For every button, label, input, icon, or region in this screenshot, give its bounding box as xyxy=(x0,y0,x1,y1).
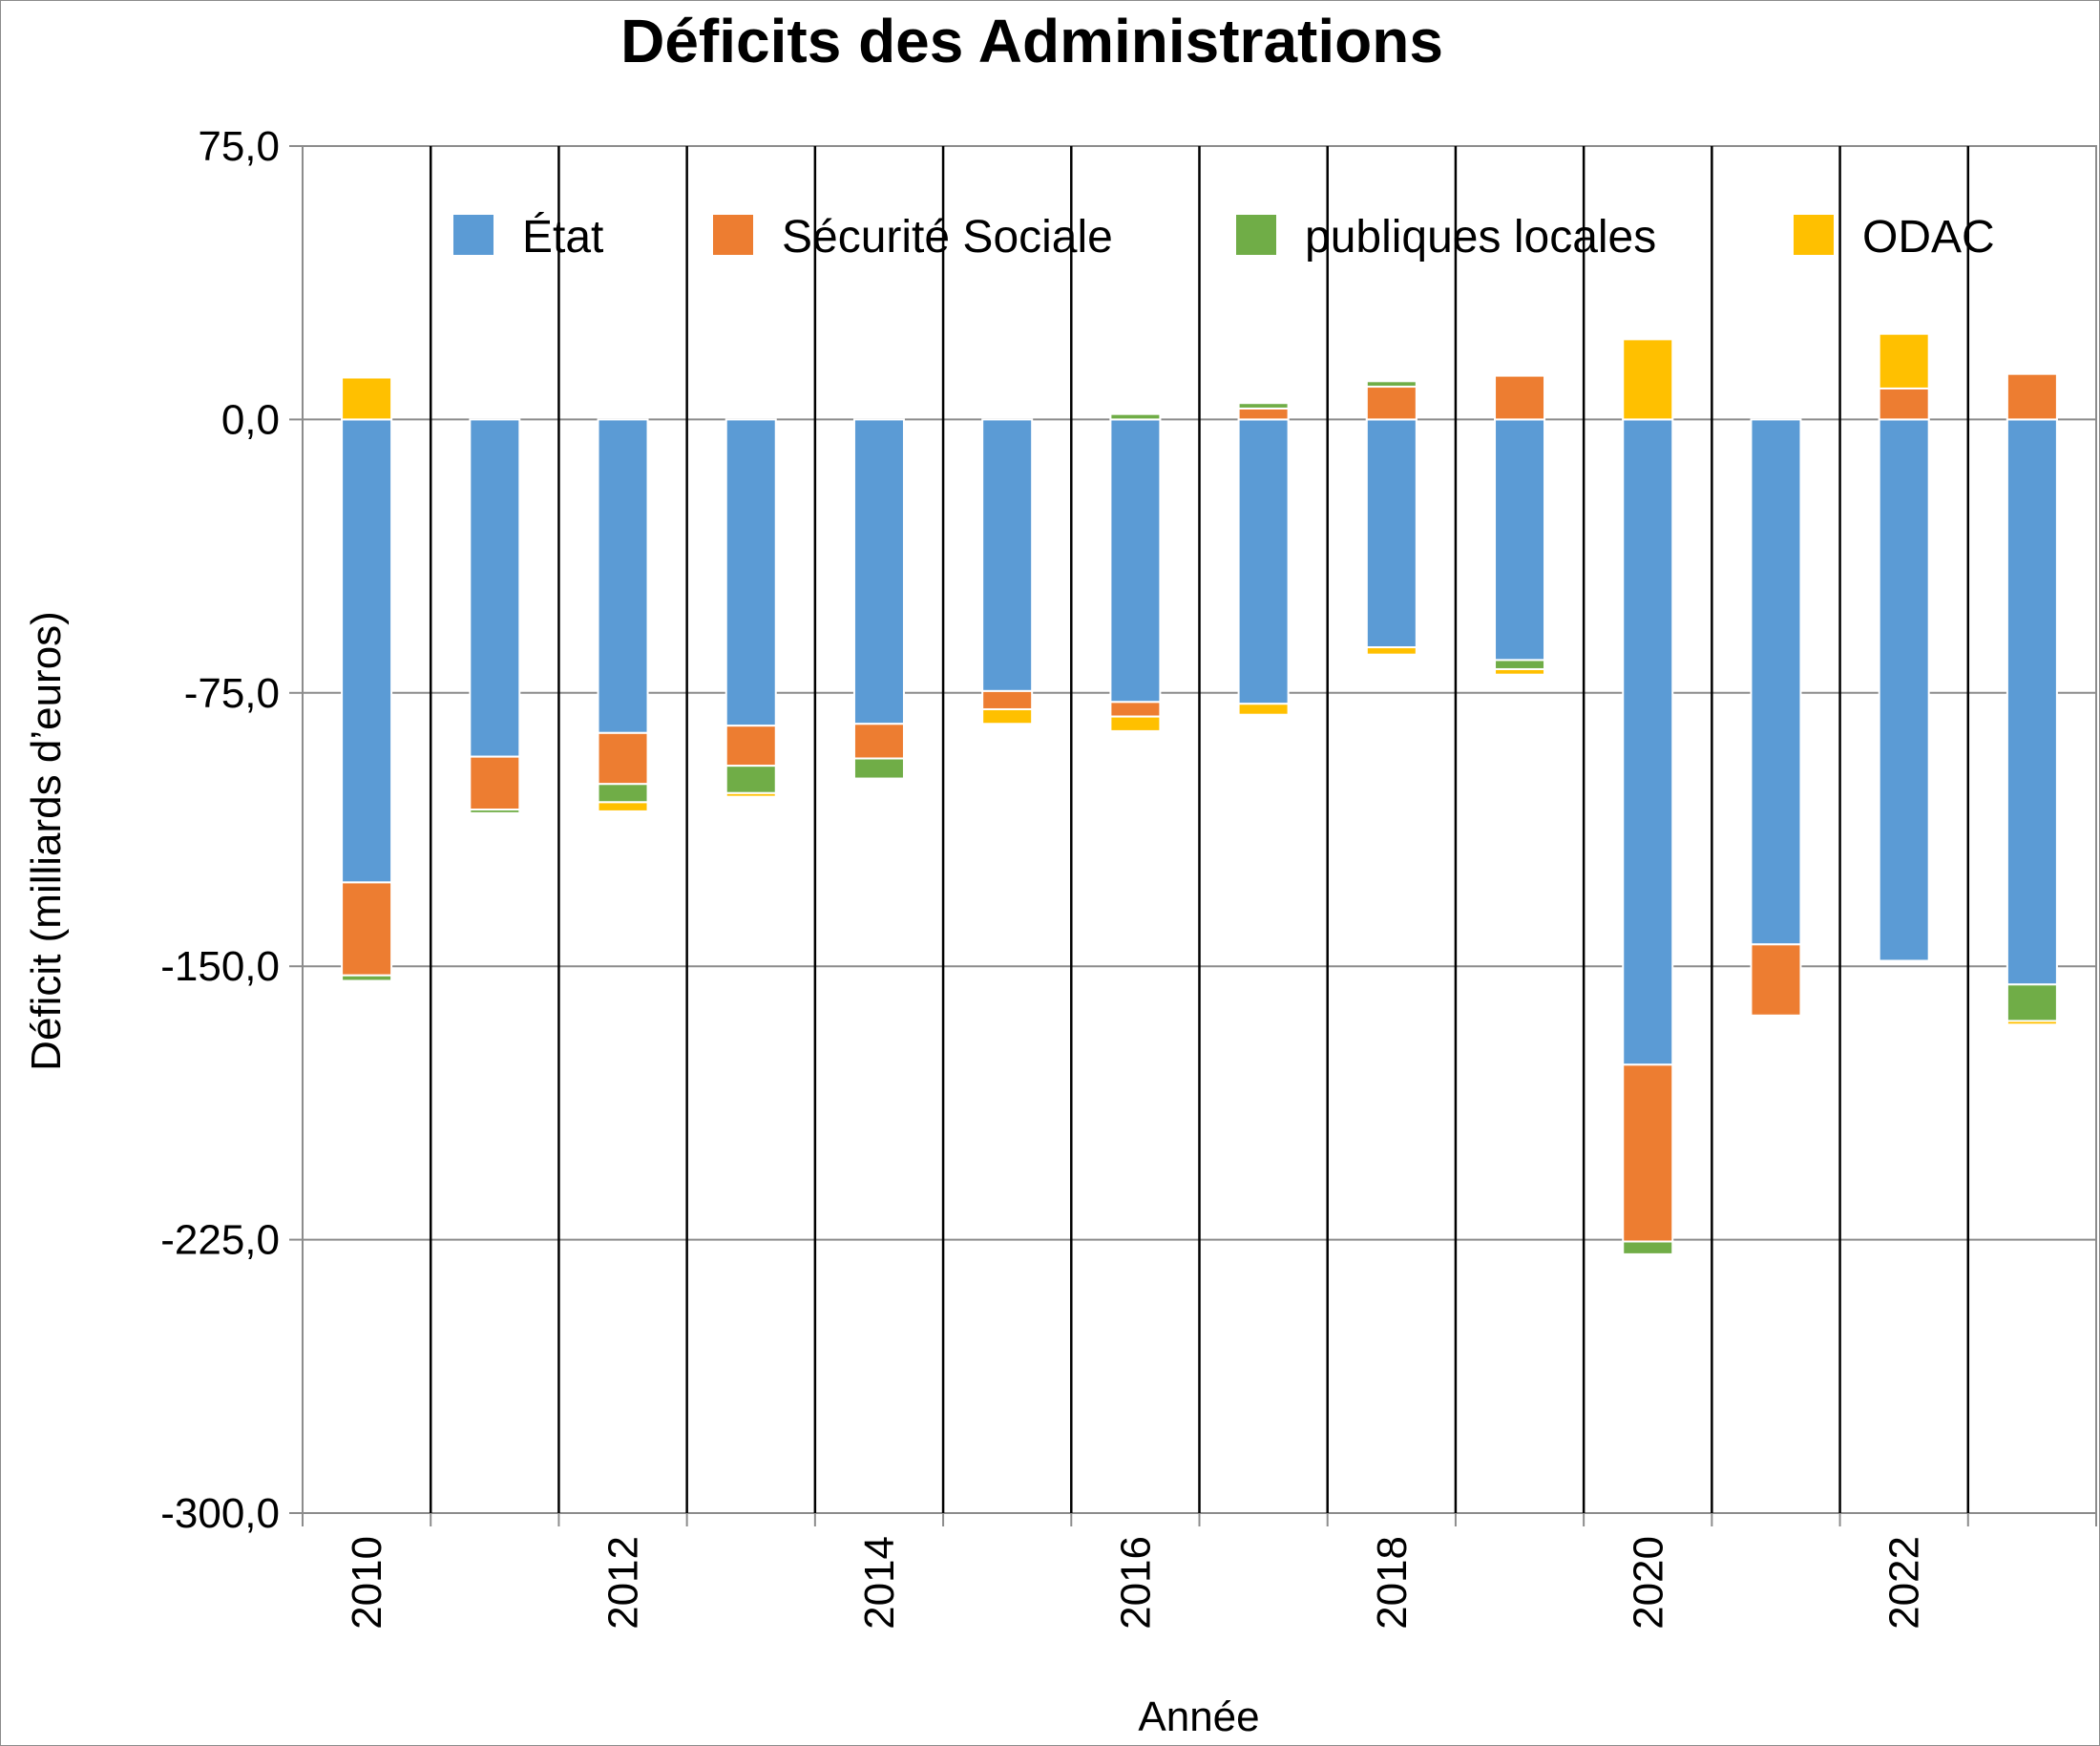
bar-publiques-locales-2017 xyxy=(1237,402,1290,410)
gridlines xyxy=(303,145,2096,1514)
bar-odac-2018 xyxy=(1365,646,1418,656)
bar-s-curit-sociale-2016 xyxy=(1109,701,1162,718)
x-tick-label: 2022 xyxy=(1881,1536,1928,1630)
legend-label: Sécurité Sociale xyxy=(782,212,1113,263)
y-axis-label: Déficit (milliards d’euros) xyxy=(23,611,70,1071)
bar-publiques-locales-2020 xyxy=(1622,1240,1674,1255)
bar--tat-2023 xyxy=(2006,418,2058,986)
bar-s-curit-sociale-2021 xyxy=(1750,943,1802,1017)
bar-publiques-locales-2014 xyxy=(852,757,905,780)
bar--tat-2017 xyxy=(1237,418,1290,705)
legend-swatch xyxy=(713,215,753,255)
y-tick-label: -150,0 xyxy=(160,943,280,990)
x-tick-label: 2010 xyxy=(344,1536,390,1630)
y-tick-label: -75,0 xyxy=(184,670,280,717)
bar--tat-2011 xyxy=(469,418,521,758)
bar-s-curit-sociale-2012 xyxy=(597,731,649,786)
axes xyxy=(289,145,2097,1526)
bar--tat-2015 xyxy=(981,418,1034,692)
bar-s-curit-sociale-2023 xyxy=(2006,372,2058,421)
bar--tat-2022 xyxy=(1878,418,1930,962)
y-tick-label: -225,0 xyxy=(160,1217,280,1264)
bar-s-curit-sociale-2011 xyxy=(469,755,521,810)
legend-item--tat: État xyxy=(453,212,603,263)
bar-odac-2019 xyxy=(1494,667,1546,676)
x-tick-label: 2020 xyxy=(1625,1536,1671,1630)
bar--tat-2013 xyxy=(724,418,777,727)
bar--tat-2020 xyxy=(1622,418,1674,1066)
bar-odac-2017 xyxy=(1237,703,1290,716)
x-tick-label: 2016 xyxy=(1112,1536,1159,1630)
bar-s-curit-sociale-2014 xyxy=(852,723,905,760)
bar-publiques-locales-2016 xyxy=(1109,412,1162,421)
bar-publiques-locales-2018 xyxy=(1365,380,1418,389)
bar-publiques-locales-2019 xyxy=(1494,659,1546,670)
bar--tat-2021 xyxy=(1750,418,1802,946)
bar-odac-2013 xyxy=(724,791,777,798)
legend-swatch xyxy=(1794,215,1834,255)
legend-item-odac: ODAC xyxy=(1794,212,1995,263)
tick-labels: 75,0 0,0 -75,0 -150,0 -225,0 -300,0 2010 2012 20… xyxy=(160,123,1927,1630)
bar-s-curit-sociale-2010 xyxy=(341,881,393,977)
bar-publiques-locales-2011 xyxy=(469,808,521,814)
bar-publiques-locales-2023 xyxy=(2006,983,2058,1022)
y-tick-label: 75,0 xyxy=(198,123,280,170)
x-axis-label: Année xyxy=(1138,1693,1259,1740)
legend-item-publiques-locales: publiques locales xyxy=(1236,212,1656,263)
bar-publiques-locales-2012 xyxy=(597,783,649,804)
bar-publiques-locales-2010 xyxy=(341,974,393,982)
bar-s-curit-sociale-2015 xyxy=(981,689,1034,710)
bar-odac-2015 xyxy=(981,707,1034,726)
bar-odac-2010 xyxy=(341,376,393,421)
x-tick-label: 2018 xyxy=(1369,1536,1416,1630)
bar-odac-2020 xyxy=(1622,338,1674,421)
bar--tat-2018 xyxy=(1365,418,1418,649)
y-tick-label: 0,0 xyxy=(221,396,280,443)
bar-odac-2016 xyxy=(1109,715,1162,732)
bar-s-curit-sociale-2018 xyxy=(1365,386,1418,421)
chart-title: Déficits des Administrations xyxy=(620,7,1443,75)
bar-odac-2022 xyxy=(1878,332,1930,389)
bar--tat-2016 xyxy=(1109,418,1162,704)
legend-label: ODAC xyxy=(1862,212,1995,263)
x-tick-label: 2012 xyxy=(600,1536,647,1630)
bar-s-curit-sociale-2019 xyxy=(1494,374,1546,421)
legend-item-s-curit-sociale: Sécurité Sociale xyxy=(713,212,1113,263)
legend-swatch xyxy=(1236,215,1276,255)
bar-publiques-locales-2013 xyxy=(724,765,777,794)
bar--tat-2010 xyxy=(341,418,393,884)
y-tick-label: -300,0 xyxy=(160,1490,280,1537)
bar--tat-2019 xyxy=(1494,418,1546,662)
bar--tat-2014 xyxy=(852,418,905,726)
legend: État Sécurité Sociale publiques locales ODA… xyxy=(453,212,1995,263)
x-tick-label: 2014 xyxy=(856,1536,903,1630)
bar-s-curit-sociale-2017 xyxy=(1237,407,1290,421)
bars xyxy=(341,332,2058,1255)
legend-swatch xyxy=(453,215,494,255)
bar-s-curit-sociale-2013 xyxy=(724,725,777,768)
bar-s-curit-sociale-2020 xyxy=(1622,1063,1674,1243)
bar-s-curit-sociale-2022 xyxy=(1878,387,1930,421)
bar-odac-2023 xyxy=(2006,1020,2058,1026)
bar--tat-2012 xyxy=(597,418,649,734)
legend-label: publiques locales xyxy=(1305,212,1656,263)
legend-label: État xyxy=(522,212,603,263)
bar-odac-2012 xyxy=(597,801,649,812)
